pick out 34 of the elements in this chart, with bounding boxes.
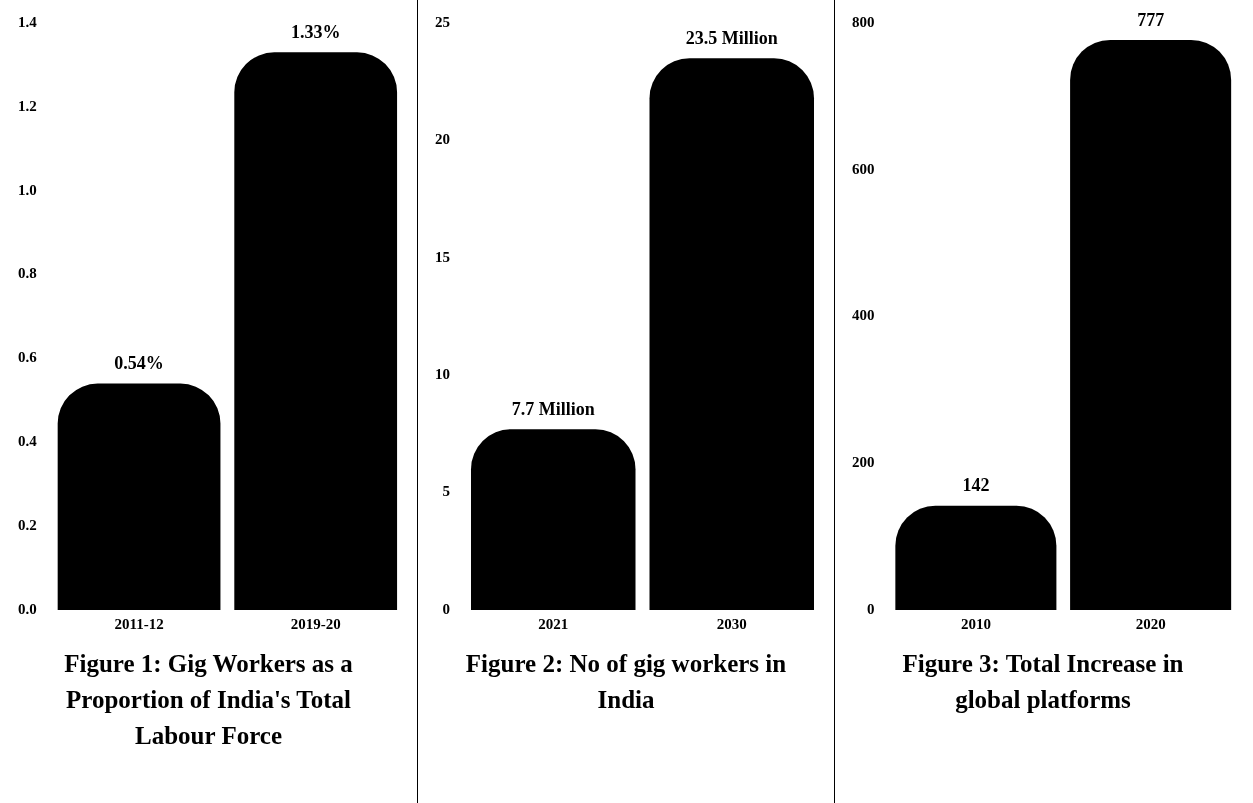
- x-tick-label: 2011-12: [113, 615, 164, 632]
- y-tick-label: 0: [442, 600, 450, 617]
- y-tick-label: 0.4: [17, 433, 37, 450]
- x-tick-label: 2010: [960, 615, 991, 632]
- y-tick-label: 0.0: [17, 600, 37, 617]
- data-label: 23.5 Million: [685, 27, 778, 48]
- y-tick-label: 800: [852, 13, 875, 30]
- y-tick-label: 1.0: [17, 181, 37, 198]
- y-tick-label: 10: [435, 366, 450, 383]
- text: Figure 2: No of gig workers in India: [464, 649, 788, 715]
- text: Figure 3: Total Increase in global platforms: [901, 649, 1185, 715]
- y-tick-label: 1.2: [17, 97, 37, 114]
- data-label: 777: [1137, 9, 1165, 30]
- y-tick-label: 5: [442, 483, 450, 500]
- y-tick-label: 400: [852, 307, 875, 324]
- y-tick-label: 20: [435, 131, 450, 148]
- y-tick-label: 25: [435, 13, 450, 30]
- y-tick-label: 0: [867, 600, 875, 617]
- x-tick-label: 2020: [1135, 615, 1166, 632]
- y-tick-label: 200: [852, 454, 875, 471]
- y-tick-label: 0.6: [17, 349, 37, 366]
- data-label: 1.33%: [290, 22, 340, 43]
- x-tick-label: 2030: [716, 615, 747, 632]
- y-tick-label: 0.2: [17, 517, 37, 534]
- text: Figure 1: Gig Workers as a Proportion of India's Total Labour Force: [63, 649, 354, 751]
- data-label: 142: [962, 475, 990, 496]
- y-tick-label: 1.4: [17, 13, 37, 30]
- x-tick-label: 2021: [538, 615, 569, 632]
- x-tick-label: 2019-20: [290, 615, 341, 632]
- data-label: 7.7 Million: [511, 398, 595, 419]
- y-tick-label: 600: [852, 160, 875, 177]
- y-tick-label: 0.8: [17, 265, 37, 282]
- data-label: 0.54%: [113, 353, 164, 374]
- y-tick-label: 15: [435, 248, 450, 265]
